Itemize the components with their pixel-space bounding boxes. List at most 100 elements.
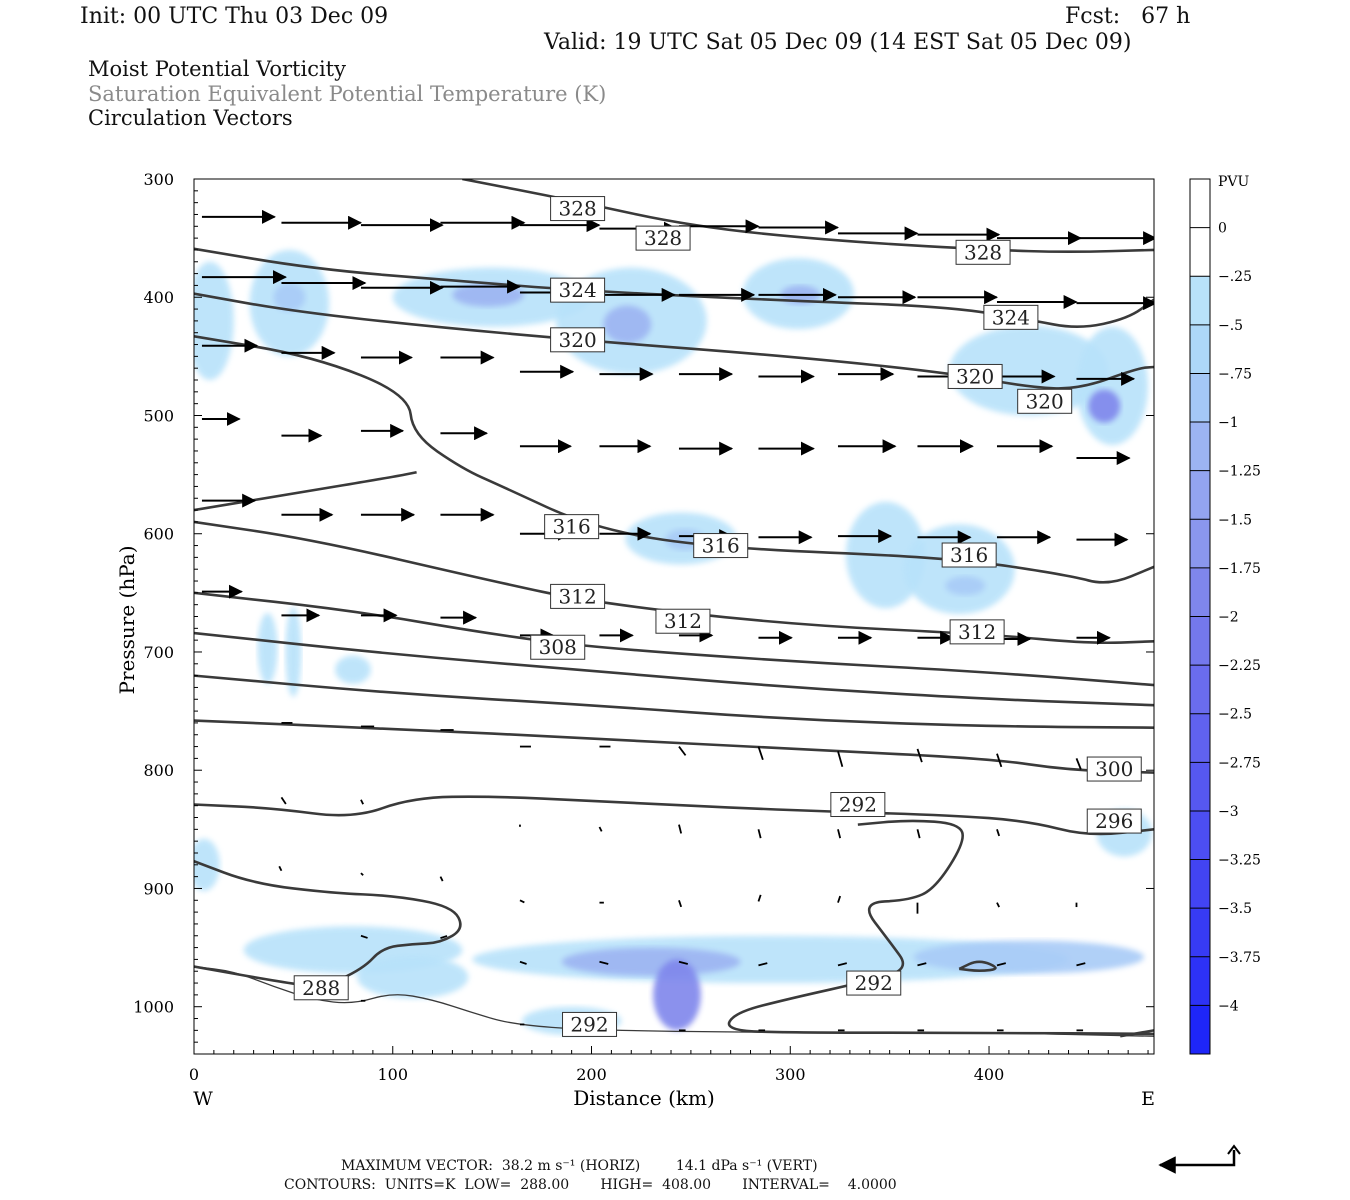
colorbar-swatch xyxy=(1190,859,1210,909)
pv-region xyxy=(273,283,306,312)
theta-es-contour-300 xyxy=(194,719,1154,774)
pv-region xyxy=(561,947,741,976)
circulation-vector xyxy=(837,751,844,767)
east-label: E xyxy=(1141,1088,1155,1110)
contour-info-note: CONTOURS: UNITS=K LOW= 288.00 HIGH= 408.… xyxy=(284,1177,897,1193)
contour-label-text: 324 xyxy=(992,305,1030,329)
contour-label-text: 328 xyxy=(559,197,597,221)
colorbar-tick-label: −.25 xyxy=(1218,269,1252,285)
colorbar-swatch xyxy=(1190,422,1210,472)
colorbar-swatch xyxy=(1190,567,1210,617)
contour-label-text: 292 xyxy=(570,1012,608,1036)
contour-label-text: 320 xyxy=(956,364,994,388)
colorbar-swatch xyxy=(1190,956,1210,1006)
contour-label: 292 xyxy=(846,970,902,996)
colorbar-swatch xyxy=(1190,810,1210,861)
circulation-vector xyxy=(996,902,1000,908)
circulation-vector xyxy=(599,960,609,965)
colorbar-tick-label: −3.5 xyxy=(1218,901,1252,917)
circulation-vector xyxy=(280,796,287,805)
y-tick-label: 300 xyxy=(143,170,174,189)
theta-es-contour-328 xyxy=(462,179,1154,254)
contour-label-text: 316 xyxy=(950,543,988,567)
contour-label: 316 xyxy=(941,542,997,568)
contour-label: 312 xyxy=(655,608,711,634)
colorbar-tick-label: −3.75 xyxy=(1218,950,1261,966)
colorbar-tick-label: −1.75 xyxy=(1218,561,1261,577)
y-tick-label: 900 xyxy=(143,879,174,898)
circulation-vector xyxy=(678,899,683,908)
circulation-vector xyxy=(996,829,1001,837)
x-tick-label: 400 xyxy=(974,1065,1005,1084)
circulation-vector xyxy=(757,829,762,839)
colorbar-swatch xyxy=(1190,665,1210,715)
contour-label: 312 xyxy=(949,619,1005,645)
pv-region xyxy=(913,940,1145,974)
theta-es-contour-324 xyxy=(194,247,1154,328)
colorbar-tick-label: −2.25 xyxy=(1218,658,1261,674)
colorbar-swatch xyxy=(1190,276,1210,326)
circulation-vector xyxy=(519,899,525,904)
circulation-vector xyxy=(758,962,768,967)
contour-label-text: 328 xyxy=(964,240,1002,264)
contour-label: 320 xyxy=(550,327,606,353)
valid-time-label: Valid: 19 UTC Sat 05 Dec 09 (14 EST Sat … xyxy=(544,30,1132,55)
colorbar-swatch xyxy=(1190,616,1210,666)
y-tick-label: 800 xyxy=(143,761,174,780)
west-label: W xyxy=(193,1088,213,1110)
field-title-vectors: Circulation Vectors xyxy=(88,106,293,130)
colorbar-tick-label: −1.5 xyxy=(1218,512,1252,528)
theta-es-contour-292 xyxy=(958,960,997,972)
circulation-vector xyxy=(1075,758,1082,770)
contour-label-text: 320 xyxy=(559,328,597,352)
contour-label: 312 xyxy=(550,583,606,609)
contour-label: 316 xyxy=(693,533,749,559)
contour-label-text: 324 xyxy=(559,278,597,302)
field-title-pv: Moist Potential Vorticity xyxy=(88,57,346,81)
contour-label-text: 300 xyxy=(1095,757,1133,781)
theta-es-contour-296 xyxy=(194,795,1154,836)
contour-label-text: 308 xyxy=(539,635,577,659)
axis-layer: 300 400 500 600 700 800 900 1000 0 100 200 300 400 Di… xyxy=(115,170,1155,1110)
colorbar-swatch xyxy=(1190,179,1210,229)
colorbar-tick-label: −3.25 xyxy=(1218,853,1261,869)
x-tick-label: 300 xyxy=(775,1065,806,1084)
contour-label: 320 xyxy=(947,363,1003,389)
reference-vector-icon xyxy=(1158,1144,1241,1174)
y-axis-label: Pressure (hPa) xyxy=(115,546,139,695)
circulation-vector xyxy=(278,865,283,872)
x-axis-label: Distance (km) xyxy=(573,1086,715,1110)
circulation-vector xyxy=(360,872,364,876)
theta-es-contour-316 xyxy=(194,470,417,512)
colorbar-tick-label: −2.75 xyxy=(1218,755,1261,771)
circulation-vector xyxy=(678,824,683,834)
contour-label: 316 xyxy=(544,514,600,540)
colorbar-swatch xyxy=(1190,908,1210,958)
contour-label-layer: 328 328 328 324 324 320 320 320 316 316 316 312 312 3… xyxy=(293,196,1142,1037)
colorbar-tick-label: −4 xyxy=(1218,998,1239,1014)
x-tick-label: 200 xyxy=(576,1065,607,1084)
circulation-vector xyxy=(439,876,444,882)
contour-label-text: 292 xyxy=(839,793,877,817)
y-tick-label: 1000 xyxy=(133,998,174,1017)
colorbar-tick-label: −1.25 xyxy=(1218,464,1261,480)
contour-label: 300 xyxy=(1086,756,1142,782)
max-vector-note: MAXIMUM VECTOR: 38.2 m s⁻¹ (HORIZ) 14.1 … xyxy=(341,1158,818,1174)
init-time-label: Init: 00 UTC Thu 03 Dec 09 xyxy=(80,4,389,29)
contour-label-text: 316 xyxy=(553,515,591,539)
colorbar-swatch xyxy=(1190,713,1210,763)
contour-label: 292 xyxy=(830,792,886,818)
contour-label-text: 320 xyxy=(1026,389,1064,413)
pv-colorbar: PVU 0 −.25 −.5 −.75 −1 −1.25 −1.5 −1.75 −2 −2.25 −2… xyxy=(1189,174,1261,1055)
circulation-vector xyxy=(1076,962,1086,967)
colorbar-swatch xyxy=(1190,470,1210,520)
contour-label-text: 316 xyxy=(702,534,740,558)
contour-label: 328 xyxy=(550,196,606,222)
colorbar-unit: PVU xyxy=(1218,174,1250,190)
theta-es-contour-layer xyxy=(194,179,1154,1038)
circulation-vector xyxy=(996,753,1003,768)
contour-label: 296 xyxy=(1086,808,1142,834)
colorbar-swatch xyxy=(1190,1005,1210,1055)
field-title-theta-es: Saturation Equivalent Potential Temperat… xyxy=(88,82,607,106)
